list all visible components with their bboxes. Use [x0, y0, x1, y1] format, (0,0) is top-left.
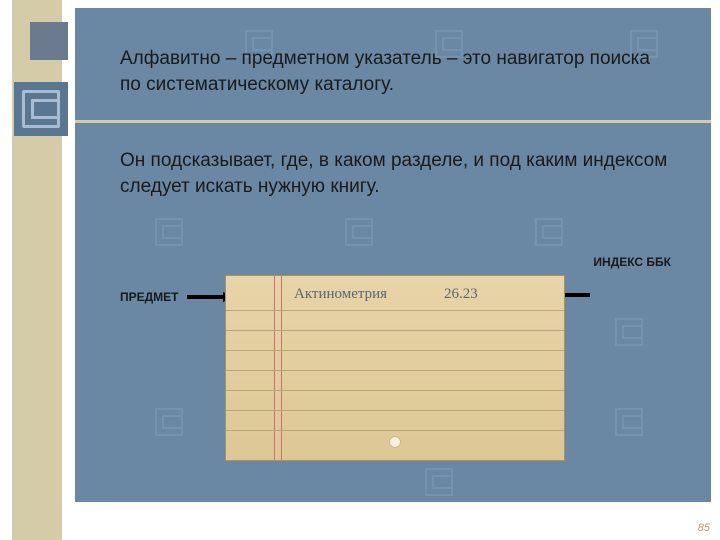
bg-greek-pattern: [155, 408, 183, 436]
label-subject: ПРЕДМЕТ: [120, 290, 179, 304]
card-rule-line: [226, 390, 564, 391]
card-rule-line: [226, 430, 564, 431]
card-red-margin-2: [281, 276, 282, 460]
bg-greek-pattern: [615, 318, 643, 346]
card-punch-hole: [389, 436, 401, 448]
card-rule-line: [226, 350, 564, 351]
sidebar-top-square: [30, 22, 68, 60]
card-rule-line: [226, 330, 564, 331]
sidebar-greek-ornament: [14, 82, 68, 136]
greek-spiral-icon: [22, 90, 60, 128]
bg-greek-pattern: [425, 468, 453, 496]
bg-greek-pattern: [615, 408, 643, 436]
main-panel: Алфавитно – предметном указатель – это н…: [75, 8, 711, 502]
page-number: 85: [698, 522, 710, 534]
bg-greek-pattern: [535, 218, 563, 246]
divider-line: [75, 120, 711, 123]
paragraph-2: Он подсказывает, где, в каком разделе, и…: [120, 148, 671, 199]
card-rule-line: [226, 310, 564, 311]
paragraph-1: Алфавитно – предметном указатель – это н…: [120, 46, 671, 97]
left-sidebar: [0, 0, 75, 540]
card-subject-text: Актинометрия: [294, 286, 387, 303]
card-rule-line: [226, 370, 564, 371]
sidebar-beige-strip: [12, 0, 62, 540]
card-rule-line: [226, 410, 564, 411]
label-index-bbk: ИНДЕКС ББК: [593, 255, 671, 269]
bg-greek-pattern: [155, 218, 183, 246]
catalog-card: Актинометрия 26.23: [225, 275, 565, 461]
card-index-text: 26.23: [444, 286, 478, 303]
card-red-margin-1: [274, 276, 275, 460]
bg-greek-pattern: [345, 218, 373, 246]
